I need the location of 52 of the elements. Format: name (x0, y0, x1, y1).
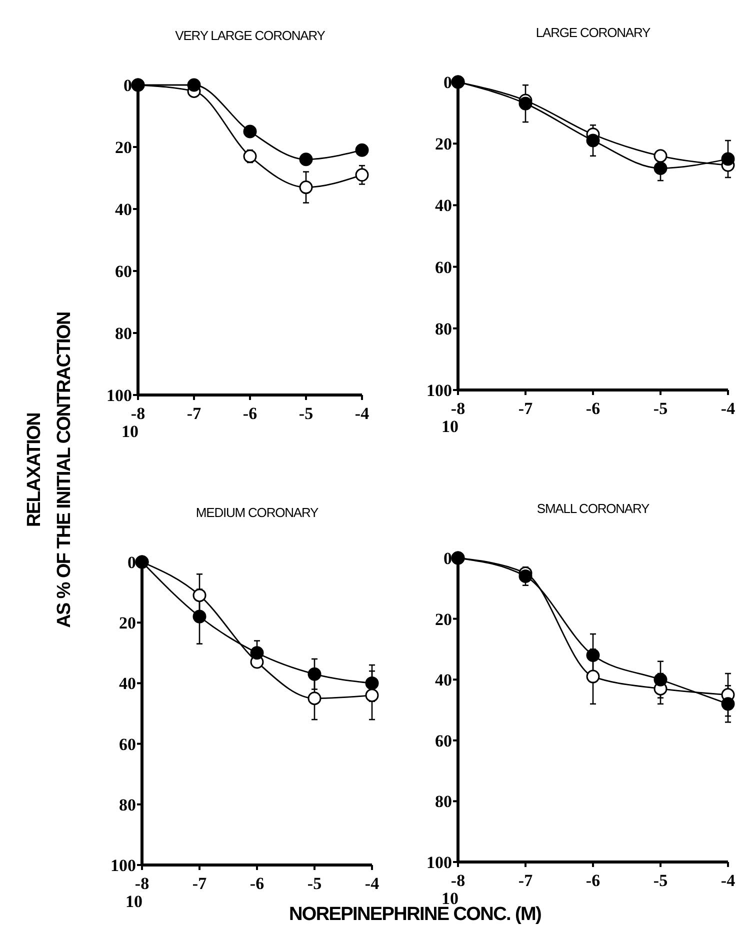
y-tick-label: 40 (119, 674, 136, 694)
x-tick-label: -5 (298, 404, 314, 423)
x-tick-label: -8 (134, 874, 150, 893)
y-tick-label: 60 (435, 731, 452, 750)
text: 10 (126, 892, 142, 911)
y-tick-label: 20 (115, 138, 132, 157)
y-axis-title: RELAXATION AS % OF THE INITIAL CONTRACTION (24, 312, 75, 628)
chart-title: SMALL CORONARY (536, 501, 650, 516)
y-tick-label: 100 (106, 386, 132, 405)
y-tick-label: 60 (435, 258, 452, 277)
y-tick-label: 20 (435, 134, 452, 154)
x-tick-label: -4 (364, 874, 380, 893)
y-tick-label: 80 (119, 795, 136, 814)
x-tick-label: -4 (720, 399, 736, 418)
y-tick-label: 0 (124, 76, 132, 95)
x-tick-label: -5 (307, 874, 322, 893)
x-tick-label: -7 (518, 871, 534, 890)
x-tick-label: -5 (653, 871, 668, 890)
y-tick-label: 60 (119, 734, 136, 754)
y-tick-label: 20 (435, 610, 452, 629)
x-tick-label: -6 (586, 399, 600, 418)
x-tick-label: -4 (354, 404, 370, 423)
x-tick-label: -6 (250, 874, 264, 893)
text: 10 (122, 422, 138, 441)
y-tick-label: 20 (119, 614, 136, 633)
x-tick-label: -8 (450, 871, 466, 890)
chart-title: VERY LARGE CORONARY (175, 28, 326, 43)
y-tick-label: 0 (444, 72, 452, 92)
x-tick-label: -6 (586, 871, 600, 890)
x-tick-label: -5 (653, 399, 668, 418)
text: 10 (442, 417, 458, 436)
chart-title: MEDIUM CORONARY (196, 505, 320, 520)
x-tick-label: -7 (518, 399, 534, 418)
y-tick-label: 40 (115, 200, 132, 219)
chart-title: LARGE CORONARY (536, 25, 652, 40)
y-tick-label: 100 (426, 380, 452, 400)
y-tick-label: 100 (110, 856, 136, 875)
y-tick-label: 40 (435, 196, 452, 216)
y-tick-label: 40 (435, 670, 452, 690)
y-tick-label: 80 (115, 324, 132, 343)
y-tick-label: 60 (115, 262, 132, 281)
y-tick-label: 0 (128, 552, 136, 572)
x-tick-label: -7 (192, 874, 208, 893)
y-tick-label: 80 (435, 792, 452, 812)
y-tick-label: 100 (426, 852, 452, 872)
y-tick-label: 0 (444, 548, 452, 568)
x-tick-label: -8 (130, 404, 146, 423)
x-tick-label: -6 (242, 404, 258, 423)
x-tick-label: -4 (720, 871, 736, 890)
x-tick-label: -7 (186, 404, 202, 423)
x-tick-label: -8 (450, 399, 466, 418)
y-tick-label: 80 (435, 319, 452, 338)
